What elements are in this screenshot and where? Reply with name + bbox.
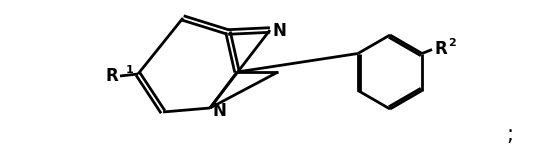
- Text: R: R: [105, 67, 118, 85]
- Text: 2: 2: [448, 38, 456, 48]
- Text: 1: 1: [126, 65, 134, 75]
- Text: N: N: [212, 102, 226, 120]
- Text: ;: ;: [506, 125, 513, 145]
- Text: N: N: [273, 22, 287, 40]
- Text: R: R: [434, 41, 447, 59]
